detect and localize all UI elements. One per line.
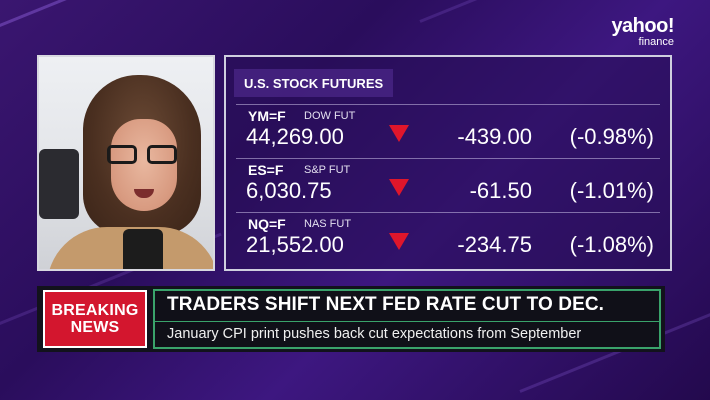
row-change: -234.75: [457, 232, 532, 257]
futures-row-nasdaq: NQ=F NAS FUT 21,552.00 -234.75 (-1.08%): [236, 212, 660, 264]
breaking-news-badge: BREAKING NEWS: [43, 290, 147, 348]
row-percent: (-0.98%): [569, 124, 654, 149]
headline-text: TRADERS SHIFT NEXT FED RATE CUT TO DEC.: [167, 294, 605, 315]
row-percent: (-1.08%): [569, 232, 654, 257]
row-percent: (-1.01%): [569, 178, 654, 203]
guest-shirt: [123, 229, 163, 269]
row-change: -439.00: [457, 124, 532, 149]
subheadline-text: January CPI print pushes back cut expect…: [155, 321, 659, 347]
row-price: 21,552.00: [246, 232, 344, 257]
badge-line-2: NEWS: [70, 319, 120, 336]
badge-line-1: BREAKING: [51, 302, 139, 319]
guest-video-feed: [37, 55, 215, 271]
logo-wordmark: yahoo!: [611, 15, 674, 37]
guest-glasses: [107, 145, 181, 165]
row-change: -61.50: [469, 178, 532, 203]
row-price: 6,030.75: [246, 178, 332, 203]
down-arrow-icon: [389, 179, 409, 196]
down-arrow-icon: [389, 125, 409, 142]
row-name: NAS FUT: [304, 218, 352, 230]
row-ticker: NQ=F: [248, 216, 286, 232]
row-name: S&P FUT: [304, 164, 351, 176]
headline-box: TRADERS SHIFT NEXT FED RATE CUT TO DEC. …: [153, 289, 661, 349]
row-price: 44,269.00: [246, 124, 344, 149]
row-ticker: YM=F: [248, 108, 286, 124]
background-chair: [39, 149, 79, 219]
logo-subtitle: finance: [638, 36, 674, 48]
row-name: DOW FUT: [304, 110, 356, 122]
row-ticker: ES=F: [248, 162, 284, 178]
guest-mouth: [134, 189, 154, 198]
futures-row-sp: ES=F S&P FUT 6,030.75 -61.50 (-1.01%): [236, 158, 660, 210]
panel-title: U.S. STOCK FUTURES: [234, 69, 394, 97]
futures-row-dow: YM=F DOW FUT 44,269.00 -439.00 (-0.98%): [236, 104, 660, 156]
stock-futures-panel: U.S. STOCK FUTURES YM=F DOW FUT 44,269.0…: [224, 55, 672, 271]
yahoo-finance-logo: yahoo! finance: [611, 16, 674, 48]
down-arrow-icon: [389, 233, 409, 250]
lower-third-bar: BREAKING NEWS TRADERS SHIFT NEXT FED RAT…: [37, 286, 665, 352]
